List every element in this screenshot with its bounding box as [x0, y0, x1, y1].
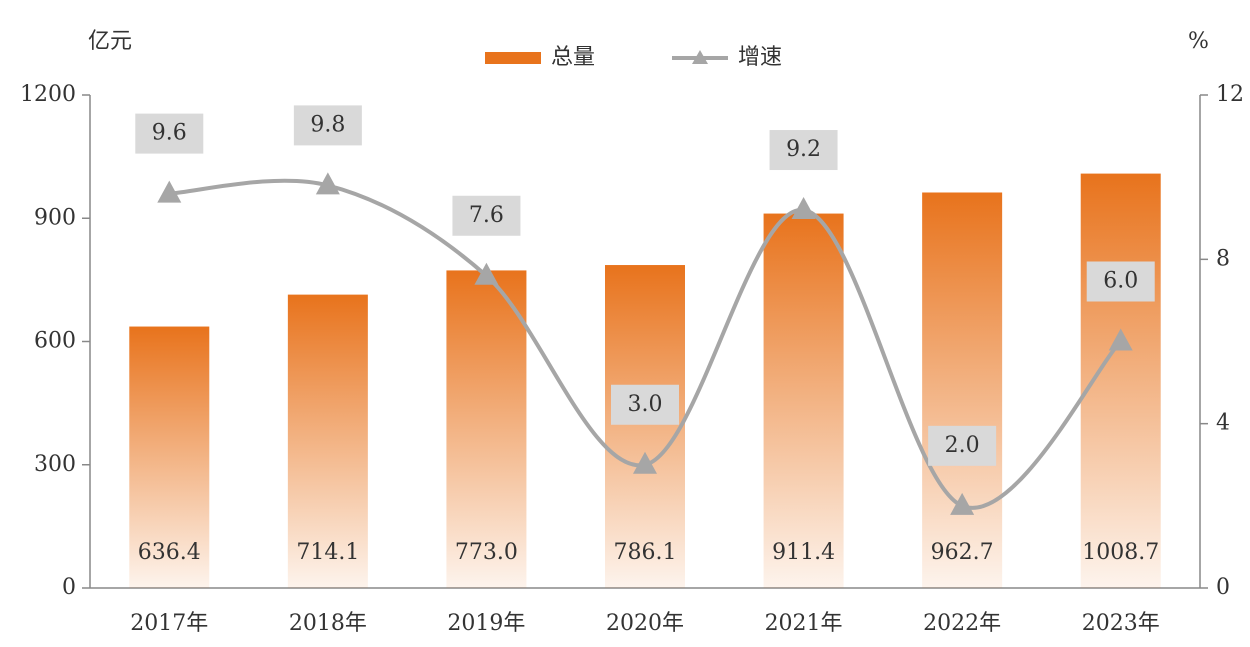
legend-marker — [692, 50, 708, 64]
line-value-label: 7.6 — [469, 203, 504, 228]
y-tick-label: 300 — [34, 452, 76, 477]
x-tick-label: 2022年 — [923, 611, 1001, 636]
x-tick-label: 2023年 — [1082, 611, 1160, 636]
bar — [763, 213, 844, 588]
line-marker — [474, 262, 499, 285]
value-label-box — [928, 425, 997, 466]
line-value-label: 9.8 — [310, 112, 345, 137]
bar-value-label: 1008.7 — [1082, 540, 1159, 565]
y2-unit: % — [1188, 29, 1209, 54]
legend-label: 增速 — [738, 45, 782, 70]
legend-label: 总量 — [551, 45, 595, 70]
line-value-label: 9.2 — [786, 137, 821, 162]
bar-value-label: 786.1 — [614, 540, 677, 565]
bar — [287, 294, 368, 588]
bar-value-label: 714.1 — [296, 540, 359, 565]
value-label-box — [611, 384, 679, 425]
value-label-box — [293, 105, 362, 146]
x-tick-label: 2021年 — [765, 611, 843, 636]
y2-tick-label: 0 — [1216, 575, 1230, 600]
line-value-label: 6.0 — [1103, 269, 1138, 294]
value-label-box — [769, 130, 838, 171]
bar — [446, 270, 527, 588]
bar — [605, 265, 685, 588]
value-label-box — [135, 113, 204, 154]
bar-value-label: 911.4 — [772, 540, 835, 565]
bar — [129, 326, 210, 588]
x-tick-label: 2017年 — [130, 611, 208, 636]
value-label-box — [452, 195, 521, 236]
x-tick-label: 2018年 — [289, 611, 367, 636]
x-tick-label: 2020年 — [606, 611, 684, 636]
line-value-label: 9.6 — [152, 121, 187, 146]
line-marker — [791, 197, 816, 220]
line-value-label: 3.0 — [628, 392, 663, 417]
y-tick-label: 600 — [34, 329, 76, 354]
legend-swatch — [485, 52, 541, 64]
line-marker — [315, 172, 340, 195]
y2-tick-label: 8 — [1216, 246, 1230, 271]
line-marker — [157, 180, 182, 203]
bar-value-label: 962.7 — [931, 540, 994, 565]
line-marker — [633, 451, 657, 474]
value-label-box — [1086, 261, 1155, 302]
y2-tick-label: 12 — [1216, 82, 1244, 107]
line-marker — [1108, 328, 1133, 351]
bar — [922, 192, 1003, 588]
bar-value-label: 773.0 — [455, 540, 518, 565]
y-tick-label: 1200 — [20, 82, 76, 107]
bar-value-label: 636.4 — [138, 540, 201, 565]
line-value-label: 2.0 — [945, 433, 980, 458]
x-tick-label: 2019年 — [447, 611, 525, 636]
y-tick-label: 0 — [62, 575, 76, 600]
y-tick-label: 900 — [34, 205, 76, 230]
y-unit: 亿元 — [88, 29, 132, 54]
line-marker — [950, 492, 975, 515]
y2-tick-label: 4 — [1216, 411, 1230, 436]
